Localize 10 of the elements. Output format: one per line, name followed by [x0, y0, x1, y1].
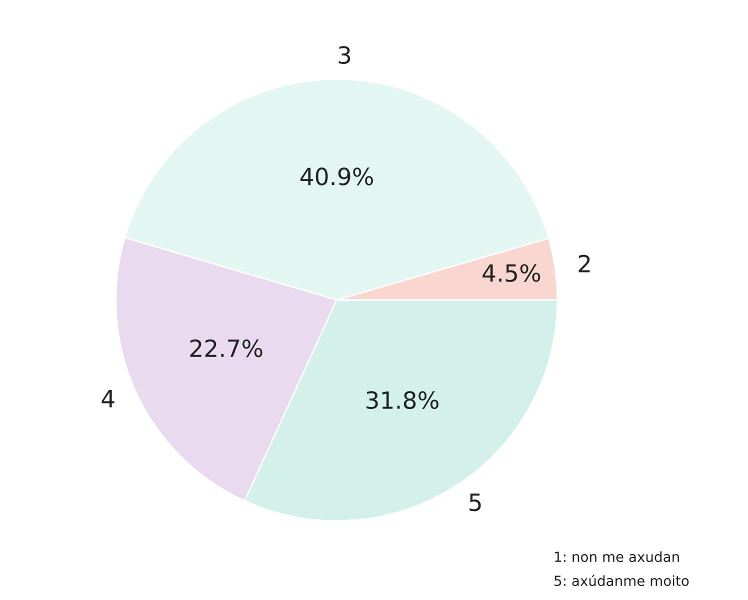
- data-label: 4.5%: [482, 264, 540, 282]
- slice-label: 4: [102, 390, 114, 408]
- data-label: 40.9%: [300, 168, 373, 186]
- slice-label: 5: [470, 494, 481, 512]
- data-label: 31.8%: [366, 391, 438, 410]
- text: 5: axúdanme moito: [554, 574, 689, 586]
- text: 1: non me axudan: [555, 551, 679, 562]
- data-label: 22.7%: [190, 339, 262, 358]
- slice-label: 2: [578, 254, 590, 272]
- slice-label: 3: [338, 46, 350, 64]
